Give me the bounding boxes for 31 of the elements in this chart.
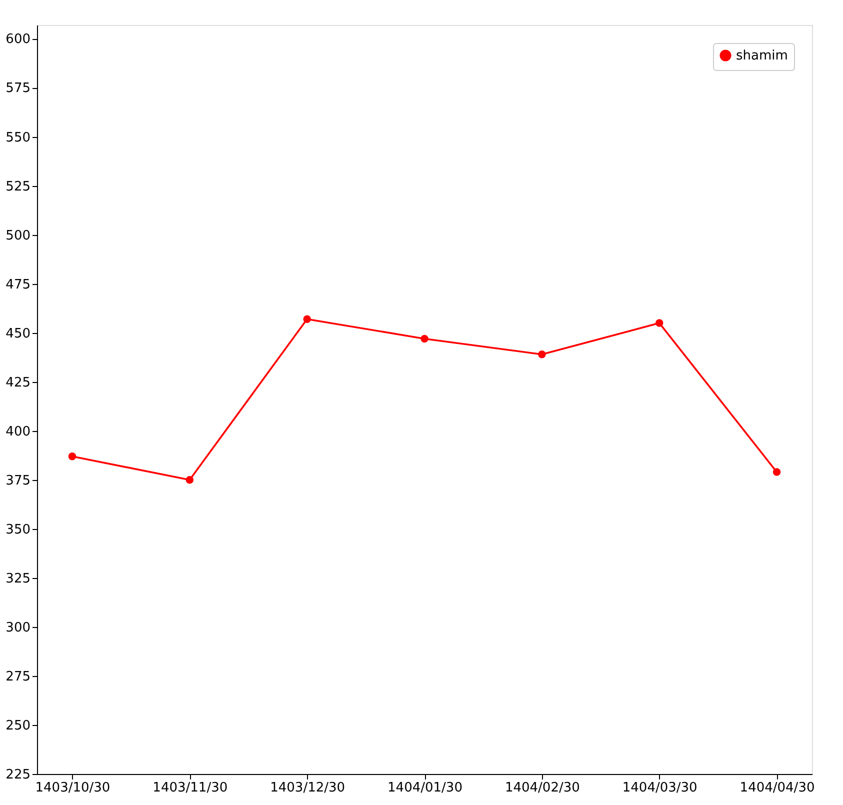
point — [68, 452, 76, 460]
point — [772, 468, 781, 476]
x-tick-label: 1404/03/30 — [622, 780, 698, 796]
y-tick-label: 325 — [6, 571, 30, 586]
y-tick-label: 400 — [6, 424, 30, 440]
y-tick-label: 425 — [6, 375, 30, 390]
x-tick-label: 1404/01/30 — [388, 780, 462, 796]
point — [655, 319, 664, 327]
y-tick-label: 600 — [6, 32, 30, 48]
y-tick-label: 550 — [6, 130, 30, 146]
point — [186, 476, 194, 484]
y-tick-label: 375 — [6, 473, 30, 488]
x-tick-label: 1403/12/30 — [270, 780, 346, 796]
legend-label: shamim — [736, 48, 788, 64]
y-tick-label: 350 — [6, 522, 30, 538]
y-tick-label: 225 — [6, 768, 30, 782]
y-tick-label: 475 — [6, 277, 30, 292]
point — [303, 315, 311, 323]
y-tick-label: 250 — [6, 718, 30, 734]
point — [538, 350, 546, 358]
y-tick-label: 500 — [6, 228, 30, 244]
y-tick-label: 300 — [6, 620, 30, 636]
y-tick-label: 525 — [6, 179, 30, 194]
x-tick-label: 1403/10/30 — [35, 780, 110, 796]
y-tick-label: 450 — [6, 326, 30, 342]
x-tick-label: 1404/02/30 — [504, 780, 580, 796]
x-tick-label: 1404/04/30 — [740, 780, 815, 796]
y-tick-label: 575 — [6, 81, 30, 96]
y-tick-label: 275 — [6, 669, 30, 684]
point — [420, 334, 428, 343]
x-tick-label: 1403/11/30 — [152, 780, 228, 796]
